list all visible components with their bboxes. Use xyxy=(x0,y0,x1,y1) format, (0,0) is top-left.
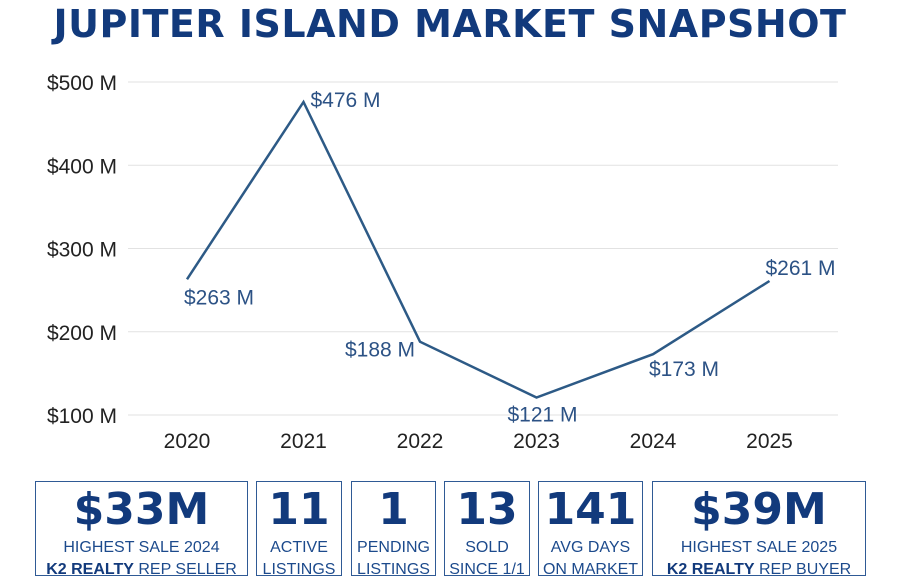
stat-value: 11 xyxy=(268,484,330,535)
stat-label-line2: SINCE 1/1 xyxy=(449,561,525,576)
stat-label-line1: HIGHEST SALE 2024 xyxy=(63,539,220,556)
data-label: $188 M xyxy=(345,339,415,362)
stat-label-line2: K2 REALTY REP SELLER xyxy=(36,560,247,576)
stat-value: $33M xyxy=(73,484,210,535)
stat-label-line1: ACTIVE xyxy=(270,539,328,556)
stat-value: 1 xyxy=(378,484,409,535)
stat-card-highest-sale-2025: $39M HIGHEST SALE 2025 K2 REALTY REP BUY… xyxy=(652,481,866,576)
stat-label-line2: LISTINGS xyxy=(357,561,430,576)
stat-card-active-listings: 11 ACTIVE LISTINGS xyxy=(256,481,342,576)
stat-label-rest: REP SELLER xyxy=(133,561,237,576)
brand-name: K2 REALTY xyxy=(46,561,134,576)
data-label: $263 M xyxy=(184,286,254,309)
stat-label-line2: LISTINGS xyxy=(262,561,336,576)
stat-card-highest-sale-2024: $33M HIGHEST SALE 2024 K2 REALTY REP SEL… xyxy=(35,481,248,576)
data-label: $476 M xyxy=(310,89,380,112)
data-label: $261 M xyxy=(765,257,835,280)
stat-label-line1: HIGHEST SALE 2025 xyxy=(680,539,838,556)
x-tick-label: 2025 xyxy=(746,430,793,453)
stat-value: 141 xyxy=(544,484,637,535)
y-tick-label: $500 M xyxy=(47,72,117,95)
stat-label-line2: K2 REALTY REP BUYER xyxy=(653,560,865,576)
y-tick-label: $100 M xyxy=(47,405,117,428)
x-tick-label: 2023 xyxy=(513,430,560,453)
stat-card-pending-listings: 1 PENDING LISTINGS xyxy=(351,481,436,576)
brand-name: K2 REALTY xyxy=(666,561,755,576)
x-tick-label: 2020 xyxy=(164,430,211,453)
stat-label-line2: ON MARKET xyxy=(542,561,639,576)
stat-value: $39M xyxy=(691,484,827,535)
x-tick-label: 2021 xyxy=(280,430,327,453)
stat-value: 13 xyxy=(456,484,518,535)
line-chart: $100 M $200 M $300 M $400 M $500 M 2020 2021 20… xyxy=(47,72,838,453)
stat-card-sold-since: 13 SOLD SINCE 1/1 xyxy=(444,481,530,576)
y-tick-label: $400 M xyxy=(47,155,117,178)
x-tick-label: 2022 xyxy=(397,430,444,453)
stat-label-line1: PENDING xyxy=(357,539,430,556)
y-tick-label: $300 M xyxy=(47,239,117,262)
stat-label-line1: AVG DAYS xyxy=(550,539,631,556)
page-title: JUPITER ISLAND MARKET SNAPSHOT xyxy=(53,2,847,46)
stat-card-avg-days-on-market: 141 AVG DAYS ON MARKET xyxy=(538,481,643,576)
x-tick-label: 2024 xyxy=(630,430,677,453)
series-line xyxy=(185,99,771,399)
stat-label-line1: SOLD xyxy=(465,539,509,556)
data-label: $173 M xyxy=(649,358,719,381)
data-label: $121 M xyxy=(507,404,577,427)
y-tick-label: $200 M xyxy=(47,322,117,345)
stat-label-rest: REP BUYER xyxy=(754,561,852,576)
